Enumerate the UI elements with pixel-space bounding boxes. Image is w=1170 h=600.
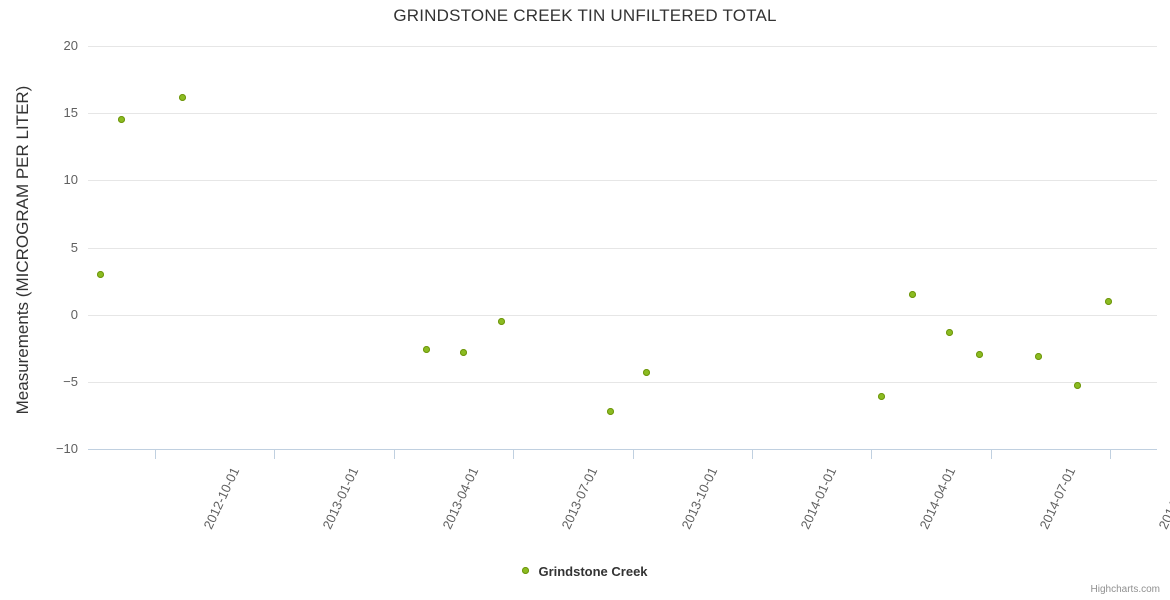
data-point[interactable] [117, 116, 125, 124]
x-axis-tick-label: 2014‑07‑01 [1036, 463, 1079, 532]
y-axis-tick-label: −5 [63, 373, 78, 389]
x-axis-tick-label-text: 2013‑07‑01 [558, 464, 601, 532]
legend-marker-icon [522, 567, 530, 575]
data-point[interactable] [422, 346, 430, 354]
data-point[interactable] [607, 407, 615, 415]
y-axis-tick-label: 15 [63, 105, 78, 121]
x-axis-tick-label-text: 2014‑01‑01 [797, 464, 840, 532]
x-axis-tick-label-text: 2014‑10‑01 [1155, 464, 1170, 532]
x-axis-tick-label: 2014‑10‑01 [1155, 463, 1170, 532]
x-axis-tick-label: 2013‑04‑01 [439, 463, 482, 532]
x-axis-tick-label: 2013‑01‑01 [319, 463, 363, 532]
x-axis-tick-label: 2012‑10‑01 [200, 463, 243, 532]
x-axis-tick-label: 2013‑10‑01 [678, 463, 721, 532]
data-point[interactable] [878, 393, 886, 401]
x-axis-tick-mark [155, 449, 156, 459]
x-axis-tick-mark [274, 449, 276, 459]
x-axis-tick-mark [393, 449, 395, 459]
gridline [88, 449, 1157, 450]
data-point[interactable] [1074, 382, 1082, 390]
y-axis-tick-labels: 20 15 10 5 0 −5 −10 [0, 38, 78, 456]
data-point[interactable] [498, 317, 506, 325]
x-axis-tick-mark [871, 449, 873, 459]
legend-item-label: Grindstone Creek [538, 564, 648, 580]
gridline [88, 180, 1157, 182]
data-point[interactable] [909, 291, 917, 299]
gridline [88, 381, 1157, 383]
x-axis-tick-label-text: 2013‑01‑01 [319, 464, 362, 532]
y-axis-tick-label: 10 [63, 172, 78, 188]
x-axis-tick-label: 2013‑07‑01 [558, 463, 602, 532]
x-axis-tick-mark [752, 449, 753, 459]
y-axis-tick-label: 5 [70, 239, 78, 255]
y-axis-tick-label: 0 [70, 306, 78, 322]
data-point[interactable] [96, 270, 104, 278]
x-axis-tick-label-text: 2014‑07‑01 [1036, 464, 1079, 532]
gridline [88, 113, 1157, 115]
x-axis-tick-label: 2014‑04‑01 [916, 463, 960, 532]
x-axis-tick-mark [1110, 449, 1112, 459]
gridline [88, 247, 1157, 249]
plot-area [88, 46, 1157, 450]
chart-legend: Grindstone Creek [0, 563, 1170, 579]
x-axis-tick-label-text: 2012‑10‑01 [200, 464, 243, 532]
data-point[interactable] [460, 348, 468, 356]
data-point[interactable] [975, 351, 983, 359]
data-point[interactable] [643, 368, 651, 376]
y-axis-tick-label: −10 [55, 441, 78, 456]
data-point[interactable] [1105, 297, 1113, 305]
legend-item[interactable]: Grindstone Creek [522, 563, 648, 580]
chart-title: GRINDSTONE CREEK TIN UNFILTERED TOTAL [393, 6, 777, 25]
x-axis-tick-labels: 2012‑10‑01 2013‑01‑01 2013‑04‑01 2013‑07‑01… [88, 449, 1170, 599]
data-point[interactable] [945, 328, 953, 336]
y-axis-tick-label: 20 [63, 38, 78, 53]
gridline [88, 46, 1157, 47]
x-axis-tick-label: 2014‑01‑01 [797, 463, 840, 532]
highcharts-credit[interactable]: Highcharts.com [1090, 584, 1160, 595]
x-axis-tick-mark [513, 449, 515, 459]
data-point[interactable] [1035, 352, 1043, 360]
gridline [88, 314, 1157, 316]
data-point[interactable] [178, 93, 186, 101]
x-axis-tick-mark [990, 449, 992, 459]
x-axis-tick-label-text: 2013‑04‑01 [439, 464, 482, 532]
x-axis-tick-label-text: 2013‑10‑01 [678, 464, 720, 532]
x-axis-tick-mark [632, 449, 634, 459]
x-axis-tick-label-text: 2014‑04‑01 [916, 464, 959, 532]
